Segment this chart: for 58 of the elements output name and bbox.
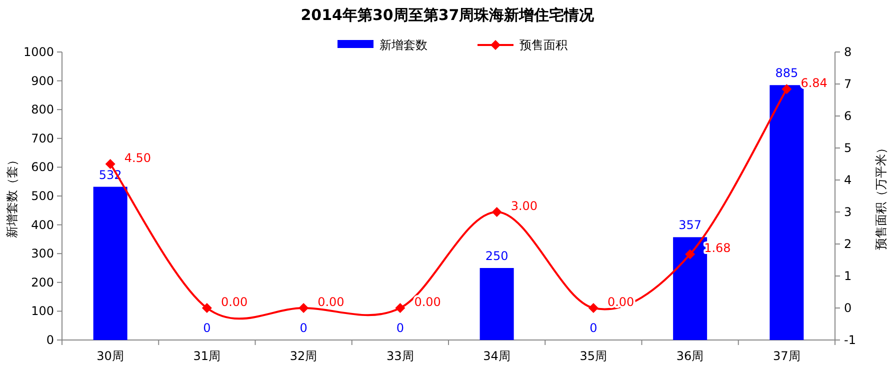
y2-tick-label: 8 — [844, 45, 852, 59]
y2-tick-label: 3 — [844, 205, 852, 219]
legend-label: 新增套数 — [380, 38, 428, 52]
data-label: 0.00 — [414, 295, 441, 309]
data-label: 250 — [485, 249, 508, 263]
point — [105, 159, 116, 169]
y-tick-label: 100 — [31, 304, 54, 318]
data-label: 0.00 — [220, 295, 248, 309]
x-tick-label: 35周 — [580, 349, 608, 363]
x-tick-label: 31周 — [193, 349, 221, 363]
y-tick-label: 400 — [31, 218, 54, 232]
data-label: 0 — [396, 321, 404, 335]
data-label: 885 — [775, 66, 798, 80]
data-label: 6.84 — [800, 76, 828, 90]
y2-tick-label: 6 — [844, 109, 852, 123]
y-tick-label: 1000 — [23, 45, 54, 59]
point — [685, 249, 696, 260]
point — [202, 303, 212, 313]
data-label: 4.50 — [124, 151, 152, 165]
data-label: 357 — [678, 218, 702, 232]
y2-tick-label: 2 — [844, 237, 852, 251]
y-tick-label: 700 — [31, 131, 54, 146]
y-tick-label: 900 — [31, 74, 54, 88]
x-tick-label: 30周 — [96, 349, 124, 363]
y2-axis-title: 预售面积（万平米） — [874, 142, 888, 250]
y-axis-title: 新增套数（套） — [5, 154, 19, 238]
y2-tick-label: 5 — [844, 141, 852, 155]
point — [298, 303, 309, 313]
y-tick-label: 800 — [31, 102, 54, 117]
y2-tick-label: 7 — [844, 77, 852, 91]
point — [395, 303, 406, 313]
bar — [480, 268, 514, 340]
point — [588, 303, 598, 313]
y2-tick-label: 4 — [844, 173, 852, 187]
data-label: 0 — [590, 321, 598, 335]
y-tick-label: 600 — [31, 160, 54, 174]
data-label: 0 — [203, 321, 211, 335]
data-label: 3.00 — [510, 199, 538, 213]
x-tick-label: 33周 — [386, 349, 414, 363]
y-tick-label: 300 — [31, 246, 54, 261]
bar — [673, 237, 708, 340]
bar — [93, 186, 128, 340]
data-label: 0 — [300, 321, 308, 335]
x-tick-label: 36周 — [676, 349, 704, 363]
chart-title: 2014年第30周至第37周珠海新增住宅情况 — [300, 6, 596, 24]
x-tick-label: 32周 — [290, 349, 318, 363]
point — [492, 207, 502, 217]
y-tick-label: 200 — [31, 275, 54, 290]
y2-tick-label: 1 — [844, 269, 852, 283]
y2-tick-label: -1 — [844, 333, 856, 347]
x-tick-label: 34周 — [483, 349, 510, 363]
y2-tick-label: 0 — [844, 301, 852, 315]
y-tick-label: 500 — [31, 189, 54, 203]
legend-label: 预售面积 — [520, 38, 568, 52]
x-tick-label: 37周 — [773, 349, 800, 363]
y-tick-label: 0 — [46, 333, 54, 347]
point — [782, 84, 792, 94]
data-label: 0.00 — [318, 295, 344, 309]
